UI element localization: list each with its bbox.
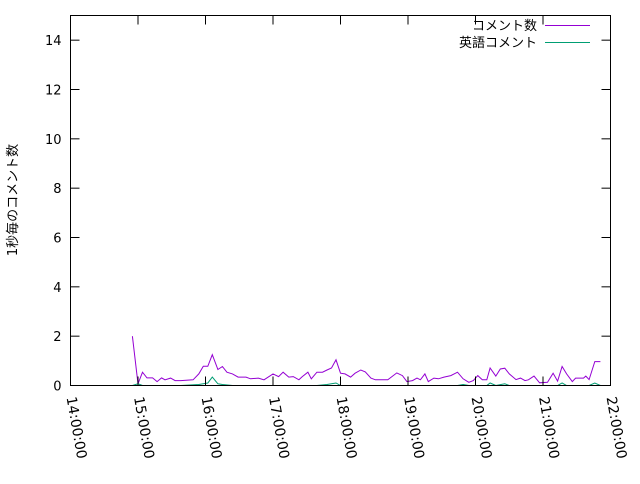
y-tick-label: 2 (53, 330, 61, 345)
x-tick-label: 14:00:00 (63, 395, 90, 460)
y-tick-label: 14 (45, 34, 62, 49)
y-axis-label: 1秒毎のコメント数 (5, 144, 21, 256)
x-tick-label: 22:00:00 (603, 395, 630, 460)
y-tick-label: 6 (53, 232, 61, 247)
legend-label-english-comments: 英語コメント (459, 35, 537, 51)
legend: コメント数 英語コメント (459, 19, 590, 51)
y-tick-label: 8 (53, 182, 61, 197)
x-tick-label: 17:00:00 (265, 395, 292, 460)
plot-frame (70, 15, 611, 386)
x-tick-label: 21:00:00 (535, 395, 562, 460)
legend-label-comments: コメント数 (472, 19, 537, 34)
x-tick-label: 20:00:00 (468, 395, 495, 460)
y-tick-label: 0 (53, 380, 61, 395)
y-tick-label: 10 (45, 133, 62, 148)
y-tick-label: 12 (45, 84, 62, 99)
y-tick-label: 4 (53, 281, 61, 296)
x-tick-label: 18:00:00 (333, 395, 360, 460)
x-tick-label: 16:00:00 (198, 395, 225, 460)
x-tick-label: 19:00:00 (400, 395, 427, 460)
x-tick-label: 15:00:00 (130, 395, 157, 460)
series-line-0 (131, 336, 601, 384)
